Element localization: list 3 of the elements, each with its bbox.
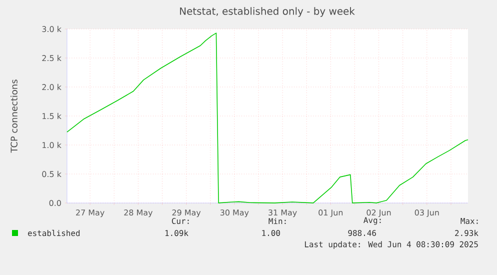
chart-title: Netstat, established only - by week	[180, 7, 355, 17]
y-axis-title: TCP connections	[10, 80, 18, 153]
line-series	[66, 32, 468, 204]
